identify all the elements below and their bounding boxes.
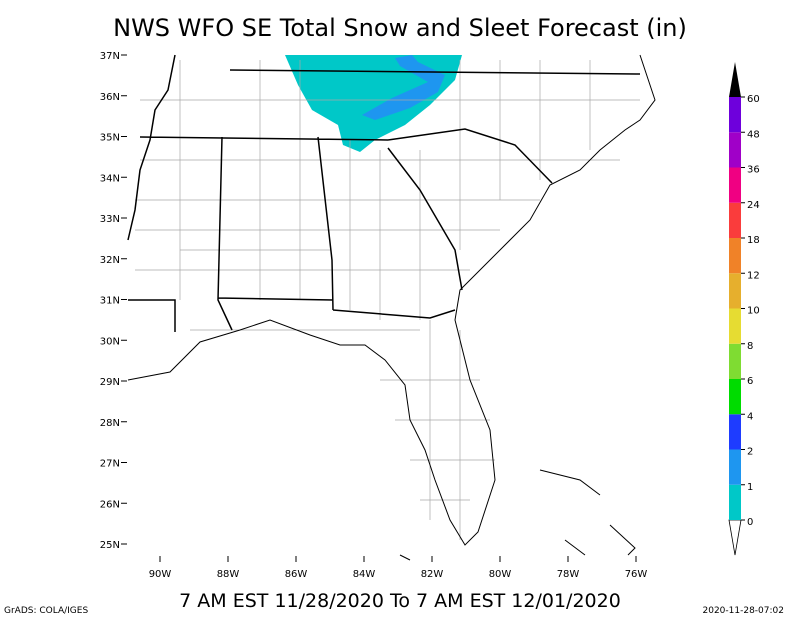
lon-label: 80W [489, 569, 512, 580]
lon-label: 76W [625, 569, 648, 580]
colorbar-segment [729, 132, 741, 168]
colorbar-under [728, 519, 742, 556]
lon-label: 84W [353, 569, 376, 580]
lon-label: 86W [285, 569, 308, 580]
colorbar-label: 24 [747, 200, 760, 211]
islands [399, 469, 636, 561]
lat-label: 28N [100, 418, 120, 429]
colorbar-label: 0 [747, 517, 753, 528]
colorbar-label: 60 [747, 94, 760, 105]
lat-label: 32N [100, 255, 120, 266]
colorbar-segment [729, 273, 741, 309]
colorbar-segment [729, 202, 741, 238]
coastline [127, 54, 656, 546]
colorbar-label: 18 [747, 235, 760, 246]
lat-label: 27N [100, 459, 120, 470]
lon-label: 88W [217, 569, 240, 580]
footer-left: GrADS: COLA/IGES [4, 606, 88, 616]
state-borders [127, 54, 641, 332]
map [127, 54, 656, 561]
colorbar-label: 36 [747, 165, 760, 176]
colorbar-label: 8 [747, 341, 753, 352]
colorbar-segment [729, 343, 741, 379]
colorbar-segment [729, 484, 741, 520]
colorbar-label: 10 [747, 306, 760, 317]
colorbar-label: 1 [747, 482, 753, 493]
colorbar-label: 12 [747, 270, 760, 281]
lat-label: 30N [100, 336, 120, 347]
lat-label: 36N [100, 92, 120, 103]
lon-label: 90W [149, 569, 172, 580]
colorbar-label: 6 [747, 376, 753, 387]
lat-label: 26N [100, 499, 120, 510]
lon-label: 78W [557, 569, 580, 580]
colorbar-segment [729, 449, 741, 485]
lat-label: 35N [100, 133, 120, 144]
colorbar-over [729, 62, 741, 97]
lat-label: 34N [100, 173, 120, 184]
county-lines [135, 60, 640, 540]
title: NWS WFO SE Total Snow and Sleet Forecast… [113, 14, 687, 42]
colorbar-segment [729, 238, 741, 274]
lat-label: 31N [100, 296, 120, 307]
colorbar-segment [729, 97, 741, 133]
colorbar-segment [729, 414, 741, 450]
snow-area [285, 55, 462, 152]
lat-label: 25N [100, 540, 120, 551]
lon-label: 82W [421, 569, 444, 580]
lat-label: 33N [100, 214, 120, 225]
colorbar-label: 4 [747, 411, 753, 422]
colorbar-label: 2 [747, 447, 753, 458]
footer-right: 2020-11-28-07:02 [703, 606, 785, 616]
colorbar-segment [729, 167, 741, 203]
colorbar-segment [729, 379, 741, 415]
lat-label: 29N [100, 377, 120, 388]
lat-label: 37N [100, 51, 120, 62]
valid-period: 7 AM EST 11/28/2020 To 7 AM EST 12/01/20… [179, 590, 621, 612]
colorbar-label: 48 [747, 129, 760, 140]
colorbar-segment [729, 308, 741, 344]
